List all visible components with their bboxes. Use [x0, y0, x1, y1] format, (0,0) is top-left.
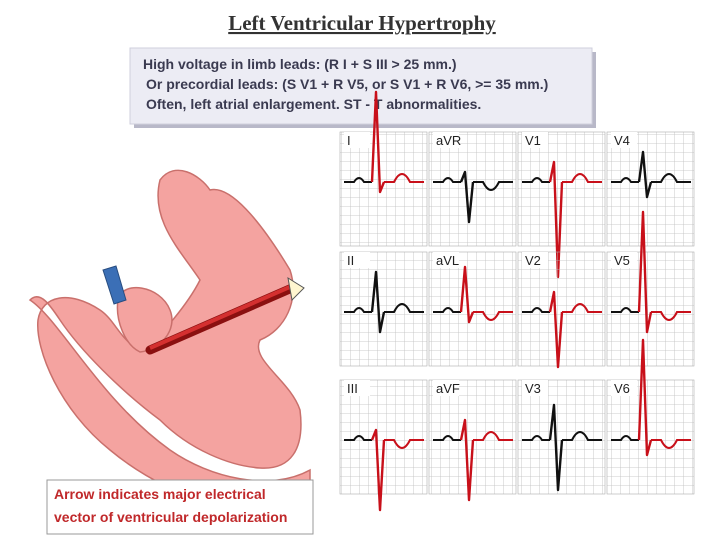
lead-label: I: [347, 133, 351, 148]
lead-label-bg: [344, 252, 370, 268]
ecg-trace: [562, 173, 602, 183]
lead-label-bg: [433, 380, 459, 396]
ecg-qrs: [548, 403, 564, 492]
lead-label: aVL: [436, 253, 459, 268]
ecg-grid: [606, 131, 695, 247]
ecg-trace: [651, 439, 691, 449]
ecg-trace: [384, 439, 424, 449]
lead-label: aVR: [436, 133, 461, 148]
ecg-trace: [473, 311, 513, 321]
ecg-trace: [344, 435, 372, 441]
lead-label-bg: [522, 252, 548, 268]
ecg-grid: [606, 251, 695, 367]
ecg-trace: [562, 303, 602, 313]
ecg-qrs: [370, 428, 386, 512]
ecg-trace: [433, 435, 461, 441]
ecg-trace: [384, 303, 424, 313]
lead-label-bg: [433, 132, 459, 148]
caption-box: [46, 479, 314, 535]
criteria-box: [129, 47, 593, 125]
criteria-line: Or precordial leads: (S V1 + R V5, or S …: [146, 76, 548, 92]
ecg-trace: [611, 307, 639, 313]
ecg-trace: [562, 431, 602, 441]
ecg-grid: [339, 251, 428, 367]
lead-label-bg: [522, 132, 548, 148]
ecg-grid: [428, 379, 517, 495]
arrow-head: [287, 276, 305, 302]
ecg-qrs: [459, 418, 475, 502]
lead-label-bg: [433, 252, 459, 268]
title: Left Ventricular Hypertrophy: [228, 11, 496, 35]
ecg-qrs: [637, 150, 653, 199]
lead-label-bg: [522, 380, 548, 396]
lead-label-bg: [344, 380, 370, 396]
criteria-line: High voltage in limb leads: (R I + S III…: [143, 56, 457, 72]
ecg-grid: [606, 379, 695, 495]
ecg-trace: [384, 173, 424, 183]
lead-label-bg: [611, 132, 637, 148]
ecg-grid: [517, 379, 606, 495]
lead-label: V2: [525, 253, 541, 268]
ecg-trace: [611, 177, 639, 183]
ecg-trace: [433, 177, 461, 183]
lead-label-bg: [611, 380, 637, 396]
lead-label-bg: [344, 132, 370, 148]
ecg-trace: [344, 177, 372, 183]
lead-label: V4: [614, 133, 630, 148]
vessel: [102, 265, 127, 305]
ecg-qrs: [637, 338, 653, 457]
ecg-qrs: [370, 90, 386, 194]
ecg-trace: [433, 307, 461, 313]
ecg-qrs: [637, 210, 653, 334]
criteria-line: Often, left atrial enlargement. ST - T a…: [146, 96, 481, 112]
lead-label: V5: [614, 253, 630, 268]
lead-label: aVF: [436, 381, 460, 396]
lead-label: III: [347, 381, 358, 396]
ecg-qrs: [548, 290, 564, 369]
ecg-trace: [611, 435, 639, 441]
ecg-grid: [428, 251, 517, 367]
lead-label: II: [347, 253, 354, 268]
ecg-qrs: [459, 265, 475, 324]
ecg-trace: [344, 307, 372, 313]
ecg-trace: [522, 435, 550, 441]
caption-line: vector of ventricular depolarization: [54, 509, 287, 525]
atrium: [116, 286, 173, 353]
ecg-trace: [651, 173, 691, 183]
ecg-qrs: [548, 160, 564, 279]
lead-label: V6: [614, 381, 630, 396]
ecg-qrs: [459, 170, 475, 224]
ecg-trace: [522, 307, 550, 313]
ecg-trace: [473, 431, 513, 441]
ecg-trace: [522, 177, 550, 183]
caption-line: Arrow indicates major electrical: [54, 486, 266, 502]
ecg-trace: [473, 181, 513, 191]
ecg-grid: [517, 251, 606, 367]
ecg-grid: [339, 131, 428, 247]
lead-label-bg: [611, 252, 637, 268]
vector-arrow-highlight: [149, 284, 293, 350]
lead-label: V3: [525, 381, 541, 396]
lead-label: V1: [525, 133, 541, 148]
ecg-qrs: [370, 270, 386, 334]
ecg-trace: [651, 311, 691, 321]
ecg-grid: [339, 379, 428, 495]
